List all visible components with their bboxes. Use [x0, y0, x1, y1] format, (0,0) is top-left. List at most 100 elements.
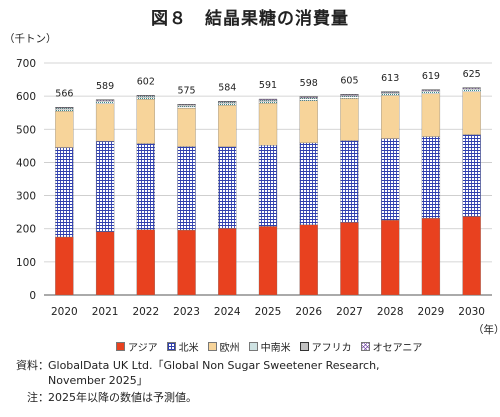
legend-swatch [248, 341, 258, 351]
bar-segment-europe [218, 104, 237, 148]
legend-swatch [360, 341, 370, 351]
bar-segment-north_america [299, 142, 318, 225]
total-label: 566 [55, 88, 73, 99]
bar-segment-north_america [218, 146, 237, 229]
bar-segment-latin_america [462, 89, 481, 92]
legend-item-oceania: オセアニア [360, 339, 423, 354]
bar-segment-latin_america [299, 98, 318, 101]
total-label: 591 [259, 80, 277, 91]
total-label: 589 [96, 81, 114, 92]
bar-segment-europe [258, 102, 278, 146]
bar-segment-europe [177, 107, 196, 147]
bar-segment-asia [136, 229, 155, 296]
x-tick-label: 2025 [255, 306, 282, 318]
bar-segment-latin_america [421, 91, 441, 94]
y-tick-label: 600 [16, 91, 36, 103]
legend: アジア 北米 欧州 中南米 アフリカ オセアニア [116, 339, 431, 354]
legend-item-asia: アジア [116, 339, 158, 354]
x-tick-label: 2028 [377, 306, 404, 318]
total-label: 619 [422, 71, 440, 82]
footnote: 注：2025年以降の数値は予測値。 [4, 390, 197, 405]
bar-segment-europe [299, 100, 318, 144]
y-tick-label: 200 [16, 224, 36, 236]
bar-segment-latin_america [55, 108, 74, 112]
bar-segment-latin_america [340, 96, 359, 99]
legend-item-latin_america: 中南米 [248, 339, 291, 354]
legend-label: 北米 [178, 342, 199, 354]
bar-segment-asia [462, 216, 481, 296]
total-label: 598 [300, 78, 318, 89]
source-key: 資料 [16, 359, 38, 372]
note-key: 注 [27, 391, 38, 404]
bar-segment-asia [95, 231, 115, 296]
total-label: 584 [218, 82, 236, 93]
bar-segment-asia [299, 224, 318, 296]
x-tick-label: 2030 [458, 306, 485, 318]
legend-label: 中南米 [260, 342, 291, 354]
y-tick-label: 700 [16, 58, 36, 70]
source-note: 資料：GlobalData UK Ltd.「Global Non Sugar S… [4, 358, 380, 373]
bar-segment-asia [55, 236, 74, 296]
source-line-2: November 2025」 [48, 374, 148, 387]
x-tick-label: 2020 [51, 306, 78, 318]
bar-segment-latin_america [177, 105, 196, 109]
legend-item-africa: アフリカ [299, 339, 352, 354]
bar-segment-north_america [95, 141, 115, 232]
bar-segment-asia [177, 229, 196, 296]
x-unit-label: （年） [473, 323, 500, 336]
y-tick-label: 500 [16, 124, 36, 136]
bar-segment-europe [55, 110, 74, 148]
bar-segment-europe [95, 103, 115, 142]
total-label: 602 [137, 76, 155, 87]
legend-label: 欧州 [219, 342, 240, 354]
bar-segment-asia [258, 226, 278, 296]
x-tick-label: 2022 [132, 306, 159, 318]
bar-segment-north_america [421, 136, 441, 219]
x-tick-label: 2024 [214, 306, 241, 318]
bar-segment-europe [136, 98, 155, 144]
legend-swatch [207, 341, 217, 351]
bar-segment-north_america [340, 140, 359, 223]
bar-segment-latin_america [136, 96, 155, 100]
bar-segment-latin_america [218, 102, 237, 106]
bar-segment-europe [340, 98, 359, 141]
bar-segment-europe [421, 93, 441, 137]
legend-item-europe: 欧州 [207, 339, 240, 354]
bar-segment-north_america [177, 146, 196, 231]
legend-swatch [116, 341, 125, 351]
bar-segment-asia [421, 217, 441, 296]
legend-swatch [299, 341, 309, 351]
legend-label: オセアニア [372, 342, 423, 354]
total-label: 605 [340, 75, 358, 86]
bar-segment-asia [381, 219, 400, 296]
x-tick-label: 2029 [418, 306, 445, 318]
bar-segment-north_america [462, 134, 481, 217]
bar-segment-north_america [258, 145, 278, 227]
x-tick-label: 2021 [92, 306, 119, 318]
legend-label: アフリカ [311, 342, 352, 354]
bar-segment-europe [381, 95, 400, 139]
x-tick-label: 2026 [295, 306, 322, 318]
bar-segment-north_america [136, 143, 155, 230]
total-label: 575 [177, 85, 195, 96]
x-tick-label: 2027 [336, 306, 363, 318]
legend-item-north_america: 北米 [166, 339, 199, 354]
bar-segment-latin_america [381, 93, 400, 96]
y-tick-label: 300 [16, 191, 36, 203]
legend-swatch [166, 341, 176, 351]
chart-title: 図８ 結晶果糖の消費量 [151, 9, 349, 29]
bar-segment-asia [218, 228, 237, 296]
source-line-1: GlobalData UK Ltd.「Global Non Sugar Swee… [48, 359, 380, 372]
note-text: 2025年以降の数値は予測値。 [48, 391, 197, 404]
y-tick-label: 0 [29, 290, 36, 302]
bar-segment-latin_america [258, 100, 278, 104]
bar-segment-north_america [55, 147, 74, 238]
bar-segment-north_america [381, 138, 400, 221]
y-tick-label: 100 [16, 257, 36, 269]
total-label: 625 [463, 69, 481, 80]
x-tick-label: 2023 [173, 306, 200, 318]
total-label: 613 [381, 73, 399, 84]
bar-segment-asia [340, 222, 359, 296]
bar-segment-latin_america [95, 101, 115, 104]
